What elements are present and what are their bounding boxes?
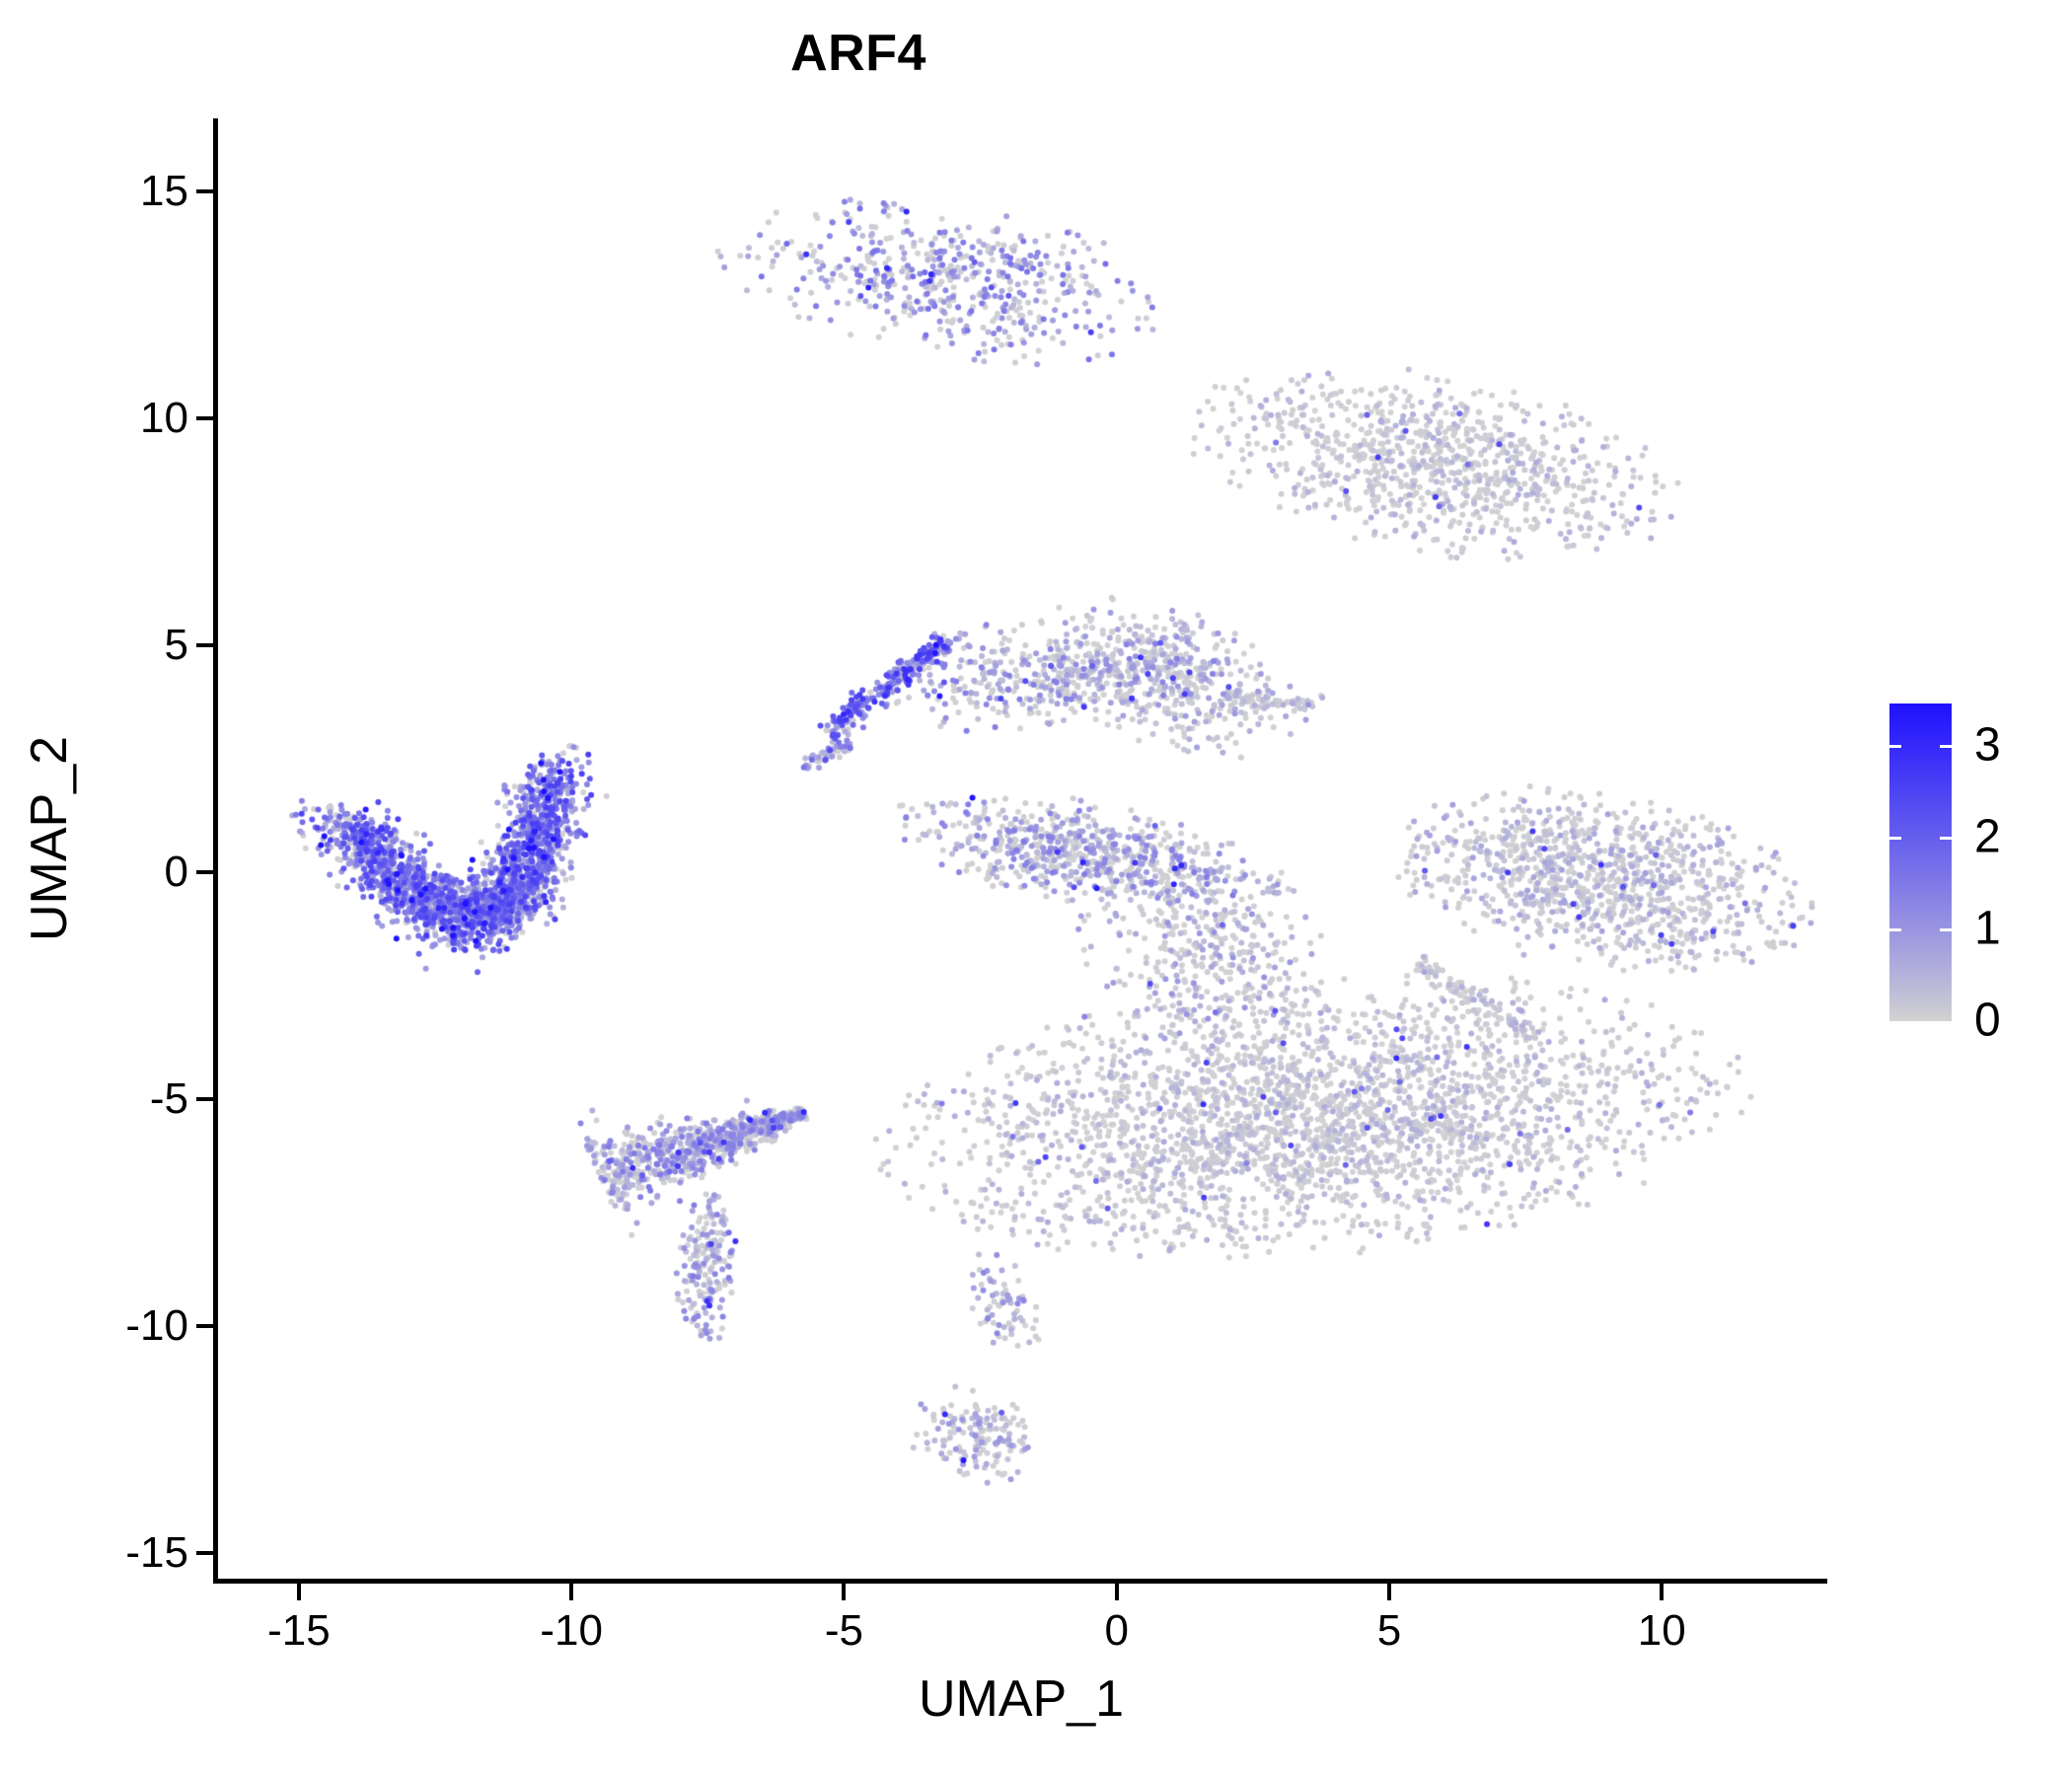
y-tick-label: -10 — [125, 1301, 188, 1351]
y-tick-mark — [196, 415, 213, 420]
x-axis-line — [213, 1579, 1827, 1584]
y-tick-mark — [196, 188, 213, 193]
x-tick-mark — [569, 1584, 574, 1600]
y-tick-label: 15 — [140, 166, 188, 215]
x-axis-title: UMAP_1 — [918, 1670, 1125, 1728]
colorbar-label: 0 — [1974, 994, 2001, 1047]
colorbar-tick-mark — [1889, 928, 1901, 931]
x-tick-mark — [842, 1584, 847, 1600]
colorbar-tick-mark — [1889, 837, 1901, 840]
colorbar-tick-mark — [1940, 928, 1952, 931]
x-tick-label: 10 — [1637, 1606, 1686, 1655]
y-axis-line — [213, 118, 218, 1584]
colorbar-legend: 3 2 1 0 — [1889, 703, 2067, 1047]
y-tick-label: -5 — [149, 1074, 188, 1124]
y-axis-title: UMAP_2 — [21, 735, 78, 942]
colorbar-tick-mark — [1940, 745, 1952, 748]
page-title: ARF4 — [790, 25, 926, 82]
y-tick-label: -15 — [125, 1528, 188, 1578]
plot-panel — [217, 118, 1825, 1581]
colorbar-label: 3 — [1974, 718, 2001, 772]
x-tick-mark — [1660, 1584, 1665, 1600]
x-tick-label: -5 — [824, 1606, 863, 1655]
x-tick-mark — [296, 1584, 301, 1600]
x-tick-mark — [1386, 1584, 1391, 1600]
y-tick-mark — [196, 1324, 213, 1329]
y-tick-mark — [196, 642, 213, 647]
colorbar-label: 2 — [1974, 810, 2001, 863]
x-tick-label: -10 — [540, 1606, 603, 1655]
y-tick-label: 5 — [164, 620, 188, 669]
colorbar-gradient — [1889, 703, 1952, 1021]
y-tick-label: 10 — [140, 393, 188, 442]
umap-scatter-plot — [217, 118, 1825, 1581]
y-tick-mark — [196, 1097, 213, 1102]
x-tick-label: 0 — [1104, 1606, 1129, 1655]
colorbar-tick-mark — [1889, 745, 1901, 748]
y-tick-mark — [196, 1551, 213, 1556]
x-tick-label: 5 — [1376, 1606, 1402, 1655]
y-tick-label: 0 — [164, 848, 188, 896]
colorbar-label: 1 — [1974, 902, 2001, 955]
colorbar-tick-mark — [1940, 837, 1952, 840]
x-tick-mark — [1114, 1584, 1119, 1600]
y-tick-mark — [196, 870, 213, 874]
x-tick-label: -15 — [267, 1606, 331, 1655]
